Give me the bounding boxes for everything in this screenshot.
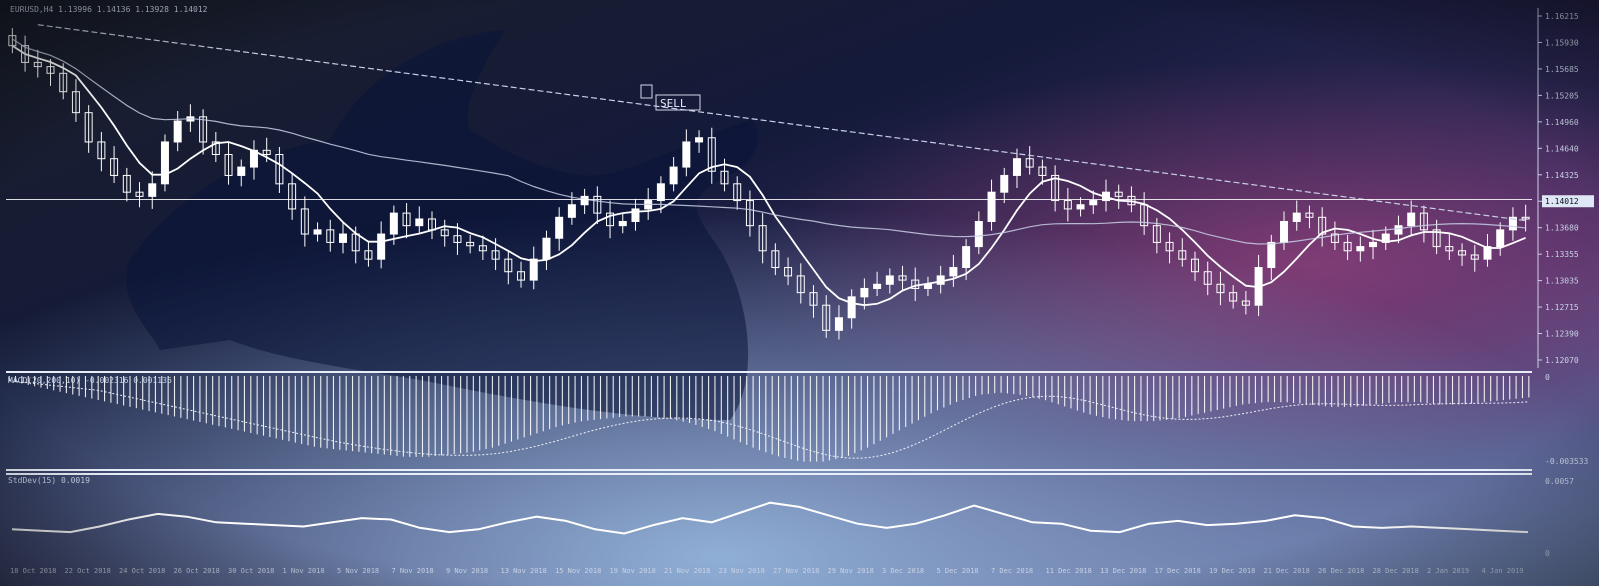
price-tick-label: 1.12390 [1545,330,1579,339]
price-tick-label: 1.15205 [1545,91,1579,100]
candle-body [1012,158,1021,176]
time-axis-label: 7 Dec 2018 [991,567,1033,575]
time-axis-label: 3 Dec 2018 [882,567,924,575]
candle-body [1407,212,1416,227]
time-axis-label: 29 Nov 2018 [828,567,874,575]
candle-body [695,137,704,143]
macd-tick-label: 0 [1545,373,1550,382]
price-tick-label: 1.15930 [1545,38,1579,47]
candle-body [555,216,564,239]
candle-body [415,218,424,227]
price-tick-label: 1.13680 [1545,224,1579,233]
candle-body [313,229,322,235]
time-axis-label: 17 Dec 2018 [1155,567,1201,575]
time-axis-label: 23 Nov 2018 [719,567,765,575]
macd-title: MACD(20,200,10) -0.002316 0.001136 [8,376,172,385]
stddev-tick-label: 0.0057 [1545,477,1574,486]
time-axis-label: 26 Oct 2018 [174,567,220,575]
price-tick-label: 1.14960 [1545,118,1579,127]
candle-body [885,275,894,285]
time-axis-label: 18 Oct 2018 [10,567,56,575]
price-tick-label: 1.16215 [1545,12,1579,21]
candle-body [1496,229,1505,248]
price-tick-label: 1.12070 [1545,356,1579,365]
candle-body [529,258,538,281]
candle-body [669,166,678,185]
time-axis-label: 7 Nov 2018 [392,567,434,575]
time-axis-label: 30 Oct 2018 [228,567,274,575]
time-axis-label: 1 Nov 2018 [283,567,325,575]
time-axis-label: 19 Dec 2018 [1209,567,1255,575]
candle-body [173,120,182,143]
price-tick-label: 1.14325 [1545,171,1579,180]
time-axis-label: 9 Nov 2018 [446,567,488,575]
time-axis-label: 2 Jan 2019 [1427,567,1469,575]
current-price-label: 1.14012 [1545,197,1579,206]
time-axis-label: 26 Dec 2018 [1318,567,1364,575]
candle-body [1292,212,1301,222]
candle-body [148,183,157,197]
candle-body [389,212,398,235]
time-axis-label: 21 Dec 2018 [1264,567,1310,575]
candle-body [542,237,551,260]
candle-body [1076,204,1085,210]
candle-body [1369,241,1378,248]
candle-body [1394,225,1403,235]
time-axis-label: 21 Nov 2018 [664,567,710,575]
macd-tick-label: -0.003533 [1545,457,1589,466]
stddev-tick-label: 0 [1545,549,1550,558]
candle-body [974,220,983,248]
candle-body [618,220,627,227]
candle-body [847,296,856,319]
candle-body [237,166,246,176]
time-axis-label: 5 Dec 2018 [937,567,979,575]
time-axis-label: 11 Dec 2018 [1046,567,1092,575]
candle-body [656,183,665,202]
candle-body [160,141,169,185]
candle-body [962,246,971,269]
time-axis-label: 15 Nov 2018 [555,567,601,575]
candle [160,134,169,192]
candle-body [834,317,843,331]
candle-body [377,233,386,260]
candle-body [338,233,347,243]
candle-body [949,267,958,277]
price-tick-label: 1.12715 [1545,303,1579,312]
price-tick-label: 1.13355 [1545,250,1579,259]
price-tick-label: 1.13035 [1545,277,1579,286]
candle-body [1000,174,1009,193]
symbol-info-label: EURUSD,H4 1.13996 1.14136 1.13928 1.1401… [10,5,208,14]
candle-body [580,195,589,206]
candle-body [1356,246,1365,252]
price-tick-label: 1.15685 [1545,65,1579,74]
sell-label: SELL [660,97,687,110]
candle-body [860,287,869,298]
time-axis-label: 27 Nov 2018 [773,567,819,575]
candle-body [873,283,882,289]
candle-body [567,204,576,218]
candle-body [987,191,996,222]
time-axis-label: 13 Dec 2018 [1100,567,1146,575]
price-tick-label: 1.14640 [1545,144,1579,153]
time-axis-label: 22 Oct 2018 [65,567,111,575]
time-axis-label: 4 Jan 2019 [1482,567,1524,575]
candle-body [682,141,691,168]
stddev-title: StdDev(15) 0.0019 [8,476,90,485]
time-axis-label: 19 Nov 2018 [610,567,656,575]
candle-body [1280,220,1289,243]
time-axis-label: 13 Nov 2018 [501,567,547,575]
time-axis-label: 28 Dec 2018 [1373,567,1419,575]
candle-body [1267,241,1276,269]
time-axis-label: 24 Oct 2018 [119,567,165,575]
candle-body [1089,200,1098,206]
time-axis-label: 5 Nov 2018 [337,567,379,575]
